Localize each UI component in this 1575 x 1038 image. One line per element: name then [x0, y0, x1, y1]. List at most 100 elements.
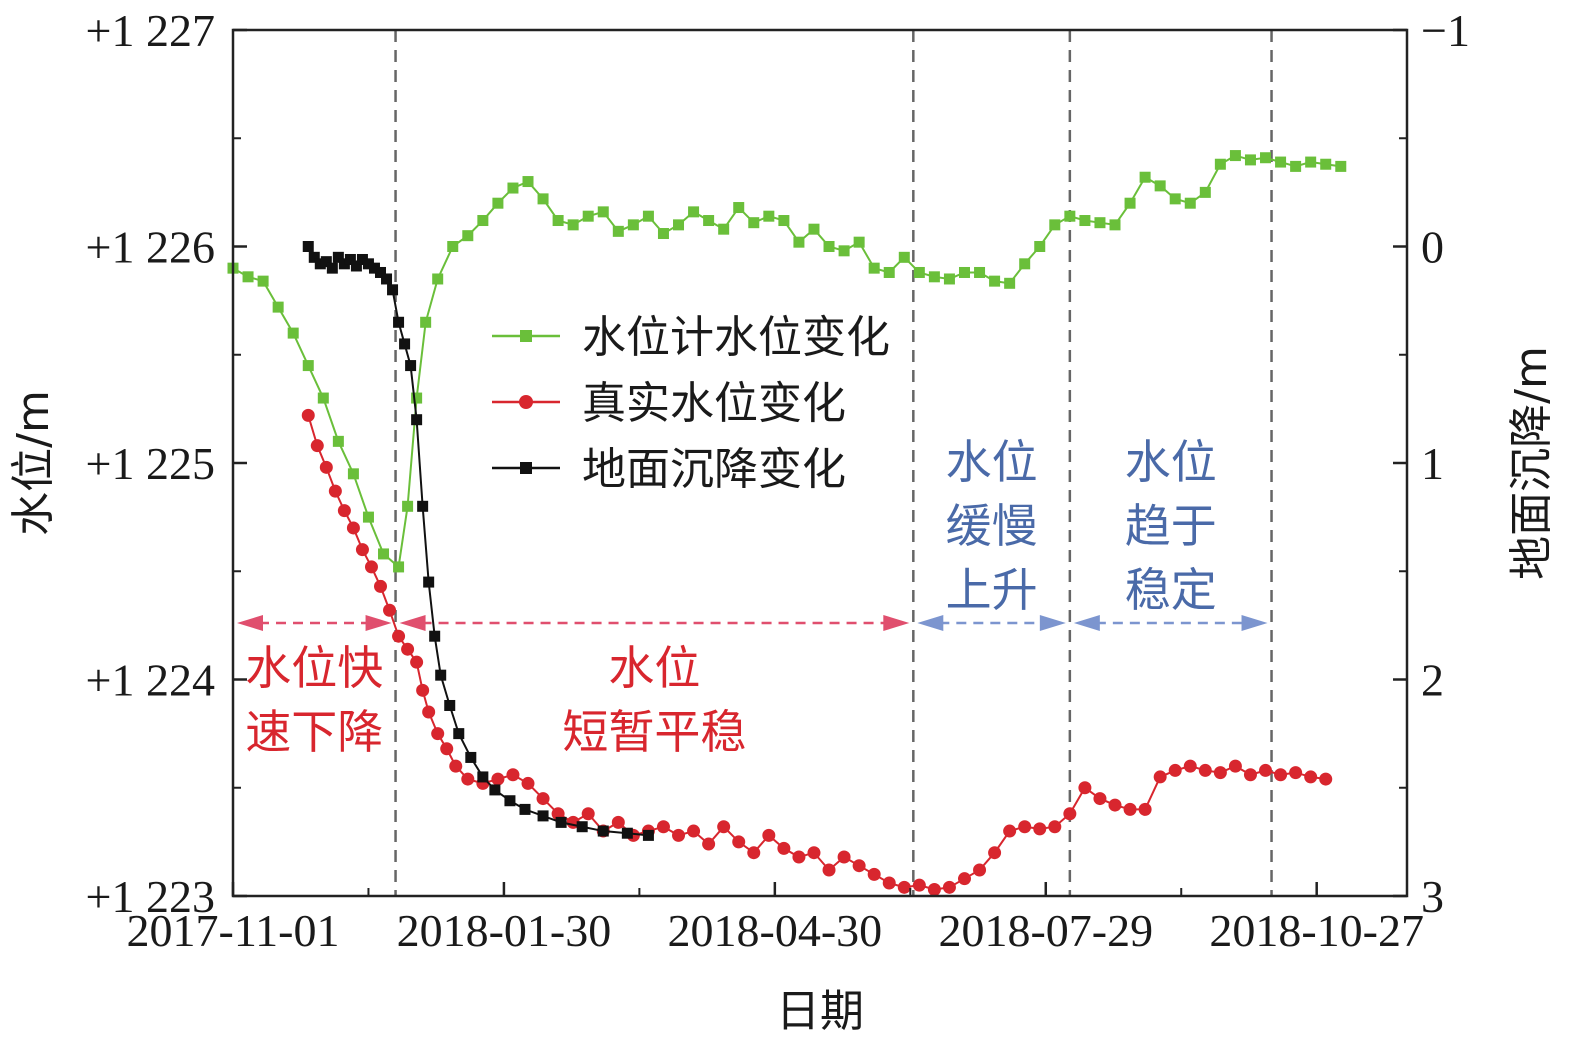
data-point [853, 236, 865, 248]
data-point [1154, 180, 1166, 192]
data-point [537, 810, 549, 822]
data-point [733, 202, 745, 214]
data-point [1214, 158, 1226, 170]
data-point [1034, 241, 1046, 252]
data-point [375, 266, 387, 278]
phase-arrowhead-left [237, 615, 263, 631]
data-point [688, 206, 700, 218]
data-point [449, 759, 463, 773]
data-point [362, 511, 374, 523]
data-point [504, 795, 516, 807]
data-point [272, 301, 284, 313]
data-point [957, 872, 971, 886]
data-point [364, 560, 378, 574]
data-point [611, 815, 625, 829]
data-point [507, 182, 519, 194]
data-point [1153, 770, 1167, 784]
data-point [581, 807, 595, 821]
data-point [552, 215, 564, 227]
data-point [338, 258, 350, 270]
data-point [387, 284, 399, 296]
data-point [793, 236, 805, 248]
data-point [852, 859, 866, 873]
data-point [431, 727, 445, 741]
phase-annotation: 趋于 [1125, 499, 1217, 553]
data-point [328, 484, 342, 498]
data-point [462, 230, 474, 242]
data-point [576, 821, 588, 833]
data-point [823, 241, 835, 252]
data-point [687, 824, 701, 838]
y-tick-label: +1 223 [86, 871, 215, 922]
y-tick-label: +1 224 [86, 655, 215, 706]
data-point [1244, 154, 1256, 166]
data-point [378, 548, 390, 560]
phase-arrowhead-right [1241, 615, 1268, 631]
data-point [350, 260, 362, 272]
data-point [491, 772, 505, 786]
phase-arrowhead-left [917, 615, 944, 631]
data-point [883, 266, 895, 278]
data-point [989, 275, 1001, 287]
data-point [672, 828, 686, 842]
phase-annotation: 水位 [946, 435, 1038, 489]
data-point [1064, 210, 1076, 222]
data-point [420, 316, 432, 328]
data-point [673, 219, 685, 231]
data-point [763, 210, 775, 222]
data-point [1078, 781, 1092, 795]
data-point [1274, 768, 1288, 782]
data-point [567, 219, 579, 231]
data-point [621, 827, 633, 839]
data-point [302, 360, 314, 372]
data-point [1259, 763, 1273, 777]
data-point [1304, 770, 1318, 784]
data-point [417, 500, 429, 512]
data-point [974, 266, 986, 278]
data-point [320, 256, 332, 268]
phase-annotation: 稳定 [1125, 563, 1217, 617]
data-point [347, 468, 359, 480]
data-point [447, 241, 459, 252]
data-point [411, 392, 423, 404]
phase-annotation: 短暂平稳 [562, 705, 746, 759]
y2-tick-label: −1 [1421, 5, 1470, 56]
data-point [521, 776, 535, 790]
data-point [777, 841, 791, 855]
data-point [314, 258, 326, 270]
data-point [912, 878, 926, 892]
data-point [642, 210, 654, 222]
legend-label: 真实水位变化 [582, 378, 846, 429]
data-point [807, 846, 821, 860]
data-point [597, 825, 609, 837]
data-point [1275, 156, 1287, 168]
data-point [1183, 759, 1197, 773]
phase-annotation: 上升 [946, 563, 1038, 617]
data-point [1184, 197, 1196, 209]
x-tick-label: 2017-11-01 [127, 905, 340, 956]
y-tick-label: +1 225 [86, 438, 215, 489]
data-point [362, 258, 374, 270]
data-point [958, 266, 970, 278]
y2-tick-label: 0 [1421, 222, 1444, 273]
data-point [1108, 798, 1122, 812]
data-point [393, 561, 405, 573]
phase-arrowhead-right [365, 615, 392, 631]
data-point [1169, 193, 1181, 205]
data-point [1048, 820, 1062, 834]
data-point [1260, 152, 1272, 164]
data-point [1033, 822, 1047, 836]
data-point [444, 699, 456, 711]
data-point [1335, 160, 1347, 172]
data-point [808, 223, 820, 235]
data-point [1319, 772, 1333, 786]
data-point [1228, 759, 1242, 773]
data-point [301, 408, 315, 422]
y-tick-label: +1 226 [86, 222, 215, 273]
data-point [381, 273, 393, 285]
data-point [302, 241, 314, 252]
data-point [1063, 807, 1077, 821]
